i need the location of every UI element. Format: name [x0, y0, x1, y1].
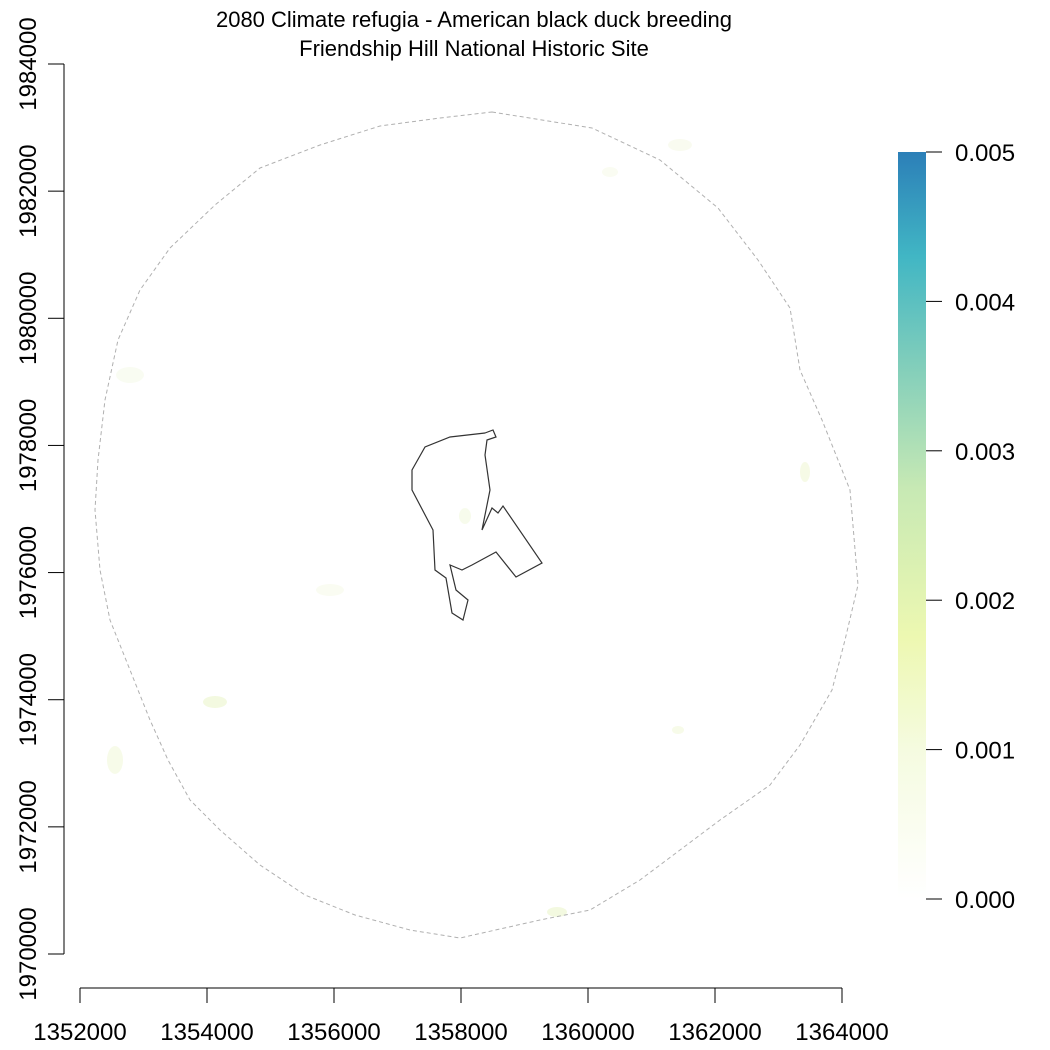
raster-patch — [800, 462, 810, 482]
y-tick-label: 1982000 — [15, 144, 42, 237]
raster-patch — [107, 746, 123, 774]
raster-patch — [672, 726, 684, 734]
x-tick-label: 1358000 — [414, 1019, 507, 1046]
map-title-line1: 2080 Climate refugia - American black du… — [216, 7, 732, 32]
color-legend-bar — [898, 152, 926, 899]
legend-tick-label: 0.000 — [955, 887, 1015, 914]
raster-patch — [547, 907, 567, 917]
park-boundary — [411, 429, 543, 621]
raster-patch — [602, 167, 618, 177]
legend-tick-label: 0.002 — [955, 588, 1015, 615]
legend-tick-label: 0.003 — [955, 439, 1015, 466]
x-tick-label: 1354000 — [160, 1019, 253, 1046]
x-tick-label: 1356000 — [287, 1019, 380, 1046]
legend-tick-label: 0.005 — [955, 140, 1015, 167]
x-tick-label: 1360000 — [541, 1019, 634, 1046]
y-tick-label: 1984000 — [15, 17, 42, 110]
map-title-line2: Friendship Hill National Historic Site — [299, 36, 649, 61]
raster-patch — [668, 139, 692, 151]
y-axis-ticks: 1970000 1972000 1974000 1976000 1978000 19800… — [15, 17, 64, 1001]
legend-tick-label: 0.001 — [955, 738, 1015, 765]
y-tick-label: 1974000 — [15, 653, 42, 746]
y-tick-label: 1980000 — [15, 272, 42, 365]
raster-patches — [107, 139, 810, 917]
color-legend-ticks: 0.000 0.001 0.002 0.003 0.004 0.005 — [926, 140, 1015, 914]
y-tick-label: 1972000 — [15, 780, 42, 873]
x-tick-label: 1352000 — [33, 1019, 126, 1046]
raster-patch — [459, 508, 471, 524]
raster-patch — [203, 696, 227, 708]
buffer-boundary — [94, 111, 859, 939]
y-tick-label: 1970000 — [15, 907, 42, 1000]
legend-tick-label: 0.004 — [955, 289, 1015, 316]
x-axis-ticks: 1352000 1354000 1356000 1358000 1360000 13620… — [33, 988, 889, 1046]
y-tick-label: 1978000 — [15, 399, 42, 492]
raster-patch — [116, 367, 144, 383]
x-tick-label: 1362000 — [668, 1019, 761, 1046]
y-tick-label: 1976000 — [15, 526, 42, 619]
raster-patch — [316, 584, 344, 596]
x-tick-label: 1364000 — [795, 1019, 888, 1046]
